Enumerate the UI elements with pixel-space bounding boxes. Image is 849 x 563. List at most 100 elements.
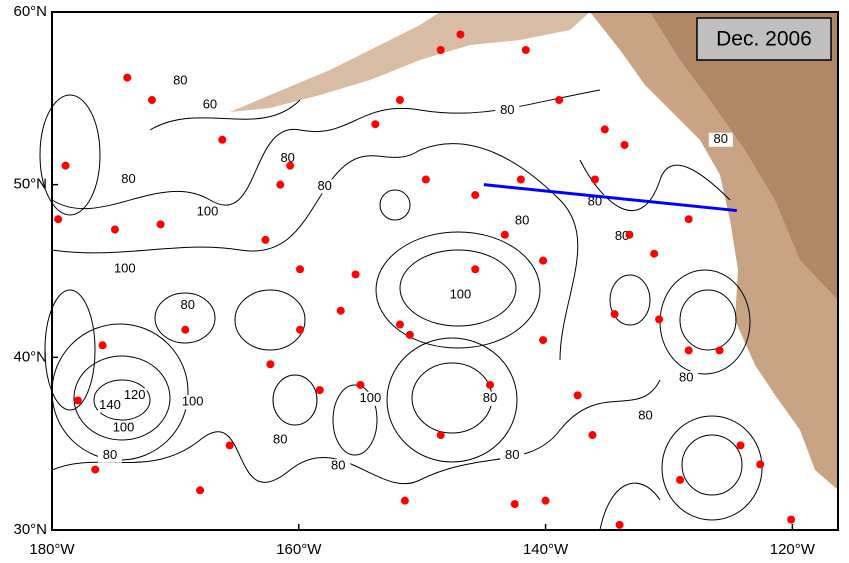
contour-label: 80 <box>280 150 294 165</box>
float <box>756 460 765 469</box>
float <box>54 215 63 224</box>
float <box>73 396 82 405</box>
contour-label: 100 <box>114 261 136 276</box>
y-tick-label: 60°N <box>13 3 47 20</box>
float <box>787 515 796 524</box>
contour-label: 80 <box>615 228 629 243</box>
contour-label: 100 <box>359 390 381 405</box>
contour-label-bg <box>197 98 222 113</box>
contour-label: 100 <box>182 394 204 409</box>
float <box>147 96 156 105</box>
contour-label: 80 <box>173 73 187 88</box>
float <box>196 486 205 495</box>
float <box>516 175 525 184</box>
contour-label-bg <box>674 371 699 386</box>
contour-label: 80 <box>331 458 345 473</box>
float <box>266 360 275 369</box>
float <box>539 336 548 345</box>
float <box>610 310 619 319</box>
contour-label: 140 <box>99 397 121 412</box>
contour-label: 80 <box>638 407 652 422</box>
float <box>436 45 445 54</box>
float <box>225 441 234 450</box>
contour-label-bg <box>633 409 658 424</box>
float <box>336 306 345 315</box>
float <box>736 441 745 450</box>
contour-label-bg <box>358 391 383 406</box>
float <box>510 500 519 509</box>
contour-label-bg <box>180 395 205 410</box>
float <box>98 341 107 350</box>
float <box>676 475 685 484</box>
x-tick-label: 160°W <box>276 541 322 558</box>
land-relief <box>650 12 838 300</box>
frame <box>51 11 839 531</box>
float <box>296 265 305 274</box>
contour-label-bg <box>582 194 607 209</box>
contour-label-bg <box>312 179 337 194</box>
y-tick-label: 40°N <box>13 348 47 365</box>
float <box>539 256 548 265</box>
contour-label-bg <box>448 288 473 303</box>
float <box>590 175 599 184</box>
contour-label-bg <box>111 421 136 436</box>
contour-label: 80 <box>103 447 117 462</box>
contour-label-bg <box>495 103 520 118</box>
contour-label: 80 <box>273 432 287 447</box>
float <box>61 161 70 170</box>
float <box>286 161 295 170</box>
contour-label-bg <box>478 391 503 406</box>
float <box>715 346 724 355</box>
float <box>218 135 227 144</box>
contour-label: 100 <box>113 420 135 435</box>
contour-label: 80 <box>180 297 194 312</box>
y-tick-label: 50°N <box>13 176 47 193</box>
float <box>371 120 380 129</box>
y-tick-label: 30°N <box>13 521 47 538</box>
contour-label-bg <box>168 74 193 89</box>
float <box>615 520 624 529</box>
contour-label: 100 <box>197 204 219 219</box>
land-alaska <box>230 12 590 112</box>
contour-label: 80 <box>505 447 519 462</box>
float <box>296 325 305 334</box>
contour-label-bg <box>326 459 351 474</box>
section-line <box>483 183 737 213</box>
float <box>521 45 530 54</box>
float <box>541 496 550 505</box>
float <box>471 191 480 200</box>
date-box <box>696 17 832 61</box>
float <box>486 380 495 389</box>
x-tick-label: 180°W <box>29 541 75 558</box>
float <box>471 265 480 274</box>
float <box>351 270 360 279</box>
contour-label: 80 <box>679 369 693 384</box>
float <box>123 73 132 82</box>
contour-label: 80 <box>317 178 331 193</box>
float <box>315 386 324 395</box>
contour-label-bg <box>500 448 525 463</box>
contour-label: 80 <box>714 131 728 146</box>
float <box>655 315 664 324</box>
x-tick-label: 140°W <box>523 541 569 558</box>
contour-label-bg <box>275 151 300 166</box>
float <box>421 175 430 184</box>
float <box>684 215 693 224</box>
date-label: Dec. 2006 <box>716 28 812 51</box>
float <box>356 380 365 389</box>
contour-label-bg <box>122 388 147 403</box>
x-tick-label: 120°W <box>770 541 816 558</box>
float <box>405 330 414 339</box>
contour-label: 80 <box>500 102 514 117</box>
contour-label-bg <box>268 433 293 448</box>
contour-label: 120 <box>124 387 146 402</box>
contour-label: 60 <box>203 97 217 112</box>
float <box>181 325 190 334</box>
float <box>261 235 270 244</box>
contour-label-bg <box>708 132 733 147</box>
float <box>600 125 609 134</box>
float <box>400 496 409 505</box>
float <box>156 220 165 229</box>
